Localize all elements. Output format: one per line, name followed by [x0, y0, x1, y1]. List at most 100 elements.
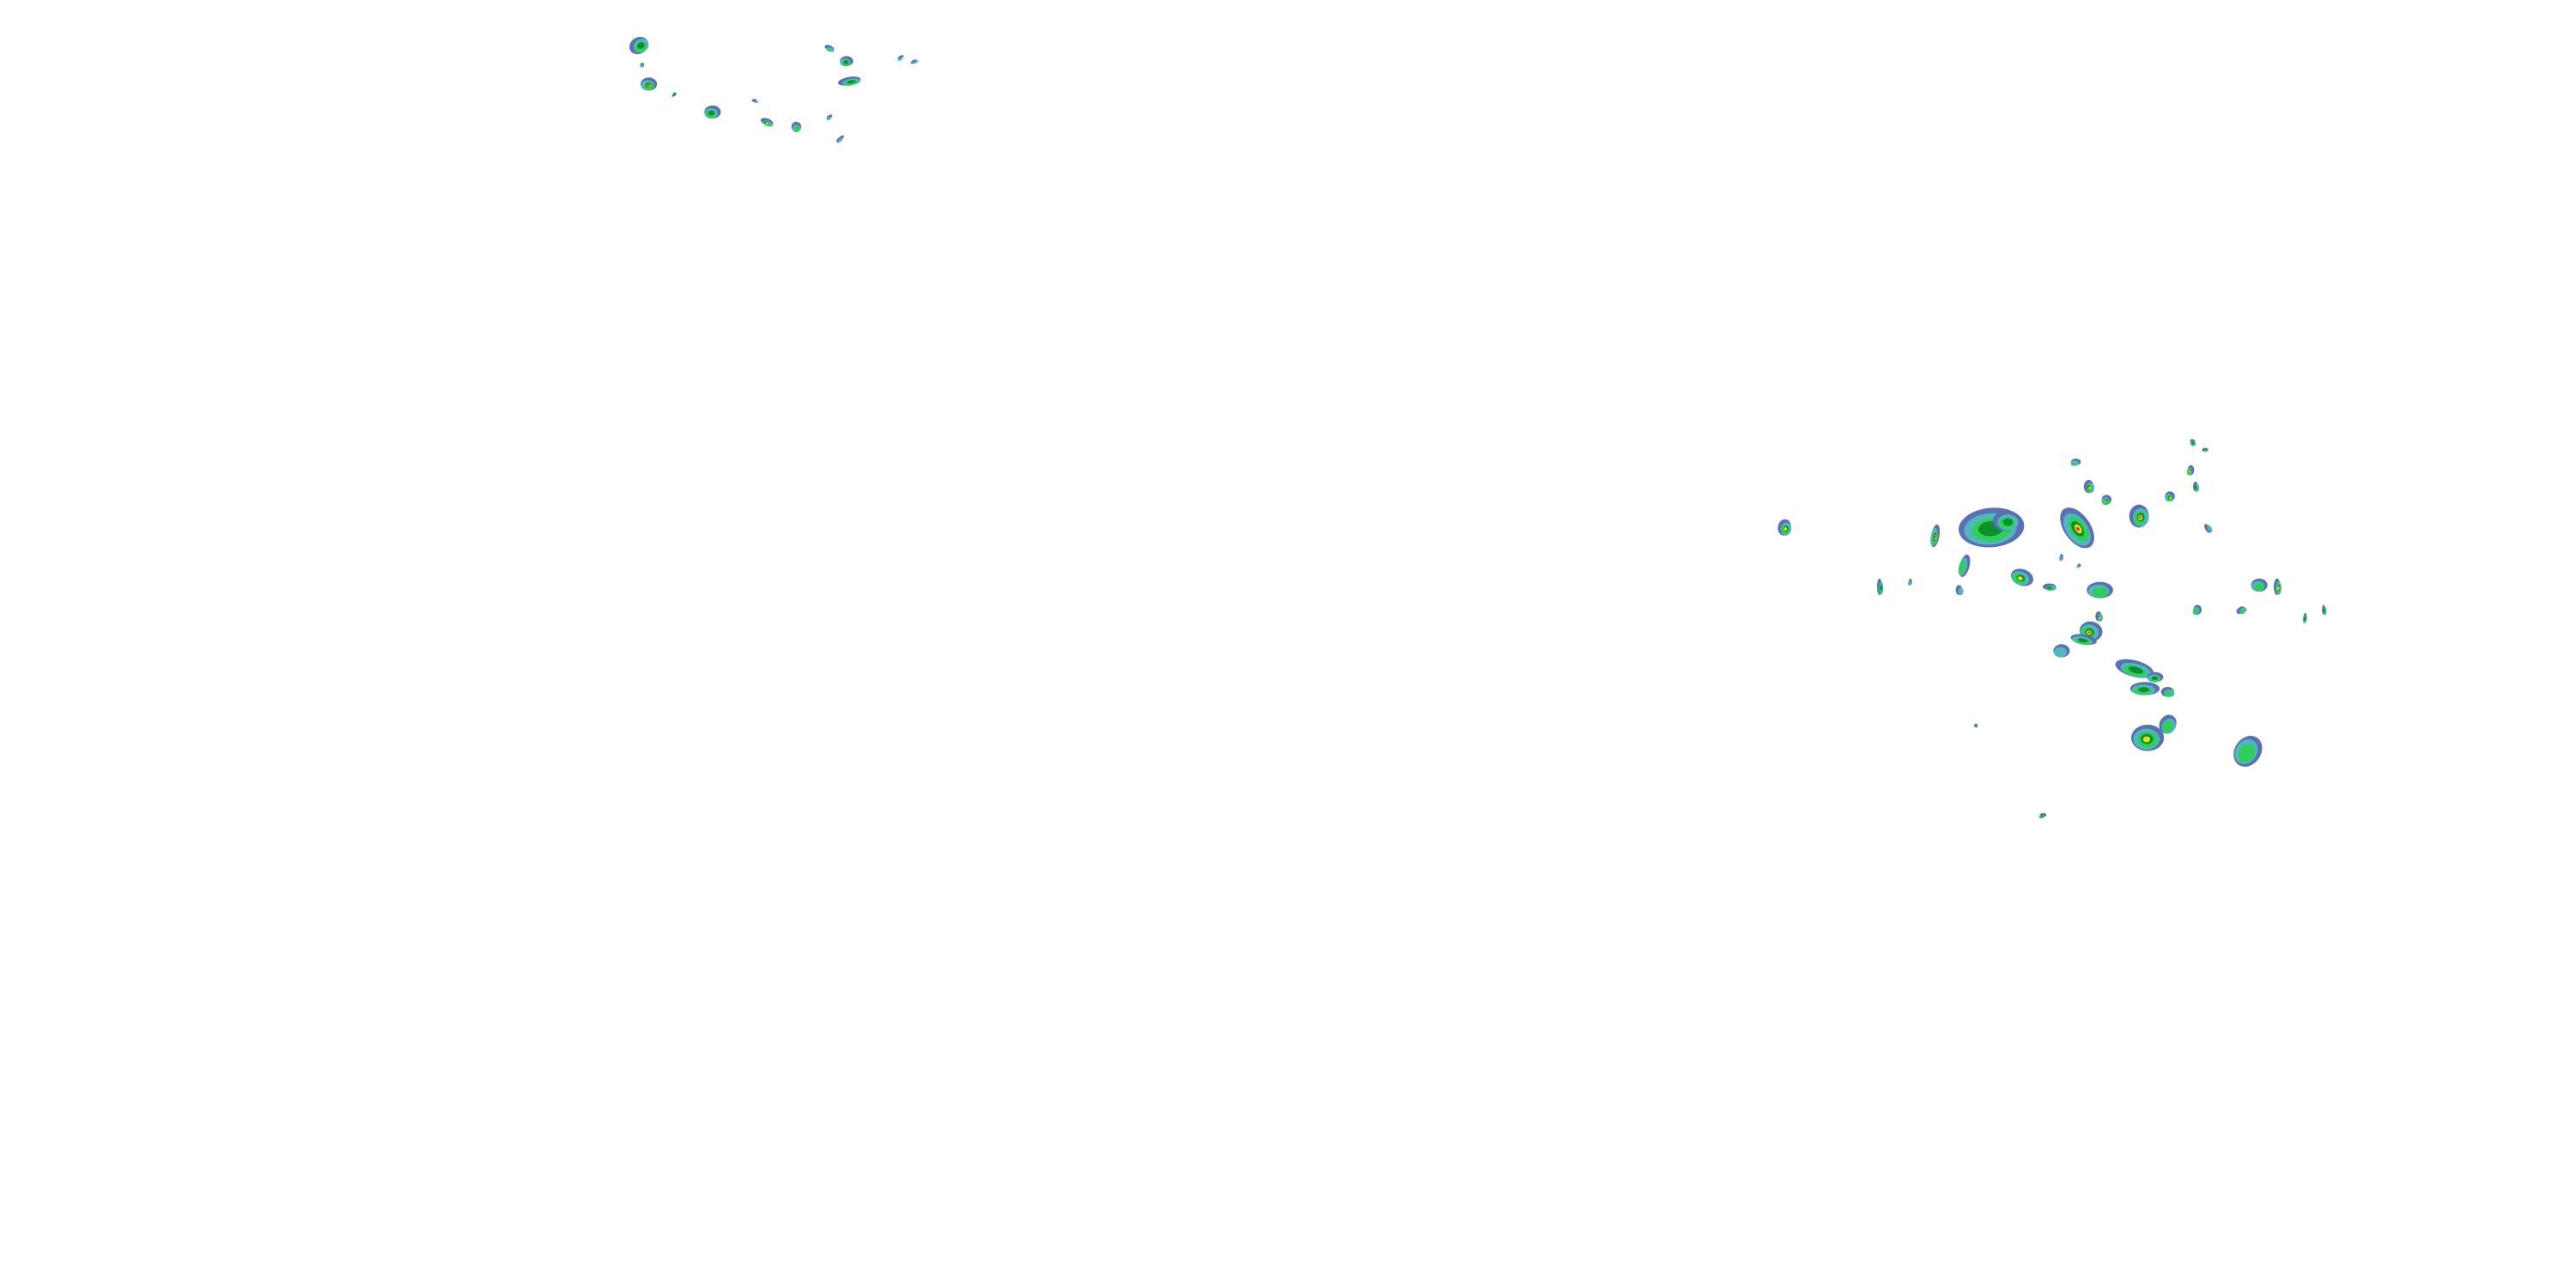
reflectivity-band	[2164, 690, 2172, 697]
precipitation-cell	[2193, 481, 2200, 492]
reflectivity-band	[2002, 518, 2014, 526]
reflectivity-band	[2040, 815, 2044, 817]
precipitation-cell	[2043, 583, 2057, 592]
reflectivity-band	[913, 60, 919, 64]
reflectivity-band	[2239, 609, 2245, 615]
reflectivity-band	[765, 122, 769, 125]
precipitation-cell	[826, 114, 833, 121]
precipitation-cell	[791, 121, 802, 133]
precipitation-cell	[2190, 439, 2196, 447]
precipitation-cell	[2038, 812, 2047, 819]
precipitation-cell	[2101, 495, 2111, 506]
reflectivity-band	[708, 110, 715, 116]
precipitation-cell	[1955, 585, 1964, 596]
precipitation-cell	[2160, 687, 2175, 697]
precipitation-cell	[2053, 644, 2070, 658]
precipitation-cell	[824, 45, 835, 52]
precipitation-cell	[2147, 671, 2164, 683]
reflectivity-band	[672, 94, 675, 96]
reflectivity-band	[2162, 720, 2173, 732]
precipitation-cell	[2083, 479, 2095, 494]
reflectivity-band	[910, 59, 917, 64]
reflectivity-band	[647, 84, 650, 87]
reflectivity-band	[2046, 586, 2052, 590]
precipitation-cell	[760, 118, 774, 127]
precipitation-cell	[1777, 519, 1792, 536]
reflectivity-band	[2077, 638, 2088, 643]
reflectivity-band	[2088, 631, 2091, 634]
reflectivity-band	[2254, 583, 2265, 592]
precipitation-cell	[2159, 714, 2177, 734]
precipitation-cell	[2130, 725, 2165, 751]
reflectivity-band	[843, 60, 849, 64]
precipitation-cell	[837, 76, 861, 86]
precipitation-cell	[671, 92, 677, 98]
reflectivity-band	[2142, 736, 2151, 743]
reflectivity-band	[2129, 666, 2144, 674]
precipitation-cell	[1930, 524, 1941, 548]
reflectivity-band	[1958, 560, 1965, 574]
reflectivity-band	[826, 117, 832, 121]
precipitation-cell	[897, 55, 904, 61]
precipitation-cell	[2251, 578, 2268, 592]
reflectivity-band	[2205, 448, 2208, 451]
precipitation-cell	[1992, 511, 2020, 532]
reflectivity-band	[826, 48, 833, 52]
precipitation-cell	[1908, 578, 1912, 586]
precipitation-cell	[1876, 578, 1884, 595]
reflectivity-band	[2323, 609, 2325, 613]
precipitation-cell	[910, 59, 919, 64]
reflectivity-band	[1934, 536, 1936, 538]
reflectivity-band	[1974, 725, 1978, 727]
precipitation-cell	[2070, 459, 2081, 466]
reflectivity-band	[2139, 516, 2142, 519]
reflectivity-band	[2059, 556, 2063, 562]
precipitation-cell	[2302, 612, 2307, 623]
precipitation-cell	[1958, 554, 1971, 577]
precipitation-cell	[840, 56, 854, 67]
reflectivity-band	[2104, 500, 2107, 502]
reflectivity-band	[1958, 587, 1964, 596]
reflectivity-band	[2017, 576, 2023, 580]
precipitation-cell	[2192, 605, 2202, 616]
precipitation-cell	[2322, 605, 2327, 616]
reflectivity-band	[2053, 647, 2068, 658]
precipitation-cell	[641, 77, 658, 91]
precipitation-cell	[704, 105, 721, 119]
reflectivity-band	[2188, 470, 2191, 473]
reflectivity-band	[794, 125, 801, 131]
reflectivity-band	[2194, 485, 2197, 490]
reflectivity-band	[835, 135, 845, 143]
precipitation-cell	[2010, 568, 2033, 586]
precipitation-cell	[751, 99, 758, 104]
precipitation-cell	[2060, 507, 2094, 549]
precipitation-cell	[2129, 682, 2160, 696]
reflectivity-band	[2138, 687, 2150, 693]
precipitation-cell	[629, 36, 649, 55]
reflectivity-band	[637, 42, 645, 49]
reflectivity-band	[2169, 496, 2172, 500]
precipitation-cell	[2236, 606, 2247, 615]
precipitation-cell	[2070, 634, 2097, 645]
reflectivity-band	[2088, 486, 2091, 490]
reflectivity-band	[2151, 676, 2159, 680]
precipitation-cell	[835, 135, 845, 143]
reflectivity-band	[897, 57, 903, 61]
reflectivity-band	[754, 100, 758, 104]
precipitation-cell	[2233, 735, 2263, 767]
reflectivity-band	[641, 65, 644, 68]
precipitation-cell	[2095, 611, 2104, 622]
reflectivity-band	[1908, 580, 1911, 586]
precipitation-cell	[2202, 447, 2208, 453]
precipitation-cell	[2165, 491, 2175, 502]
reflectivity-band	[836, 137, 844, 143]
precipitation-cell	[2059, 554, 2063, 562]
precipitation-cell	[2129, 504, 2149, 528]
reflectivity-band	[2207, 525, 2213, 532]
reflectivity-band	[2277, 586, 2280, 591]
reflectivity-band	[2076, 565, 2080, 568]
precipitation-cell	[639, 63, 645, 68]
reflectivity-band	[2092, 586, 2108, 598]
reflectivity-band	[1880, 584, 1883, 592]
